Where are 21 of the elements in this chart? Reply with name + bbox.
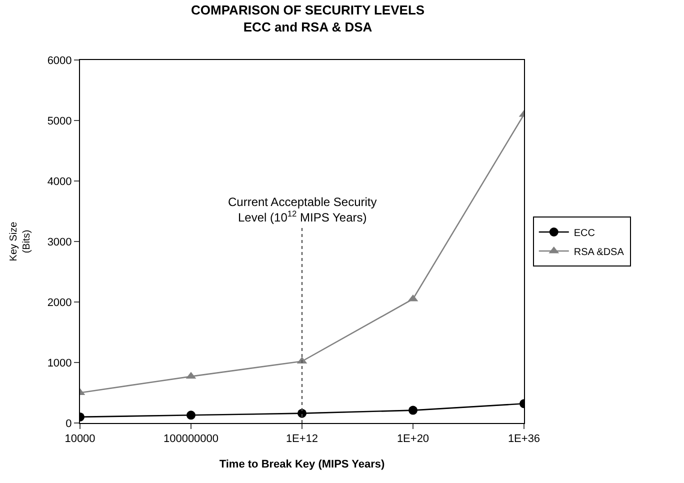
legend-label: RSA &DSA: [574, 246, 624, 258]
point: [298, 408, 306, 418]
point: [408, 406, 418, 415]
y-tick-label: 5000: [47, 115, 72, 128]
x-axis-title: Time to Break Key (MIPS Years): [219, 458, 385, 470]
x-tick-label: 1E+20: [396, 433, 430, 446]
y-tick-label: 2000: [47, 296, 72, 309]
y-tick-label: 0: [66, 418, 72, 430]
y-tick-label: 4000: [47, 176, 72, 188]
x-tick-label: 1E+12: [286, 433, 318, 446]
y-tick-label: 1000: [47, 357, 72, 370]
x-tick-label: 10000: [64, 433, 96, 446]
y-tick-label: 3000: [47, 236, 72, 248]
y-axis-title: Key Size (Bits): [8, 221, 32, 262]
x-tick-label: 1E+36: [508, 433, 540, 446]
ref-line-label: Current Acceptable Security Level (10$^{12}$ MIPS Years): [228, 195, 377, 225]
legend-label: ECC: [574, 228, 596, 239]
point: [186, 410, 196, 420]
y-tick-label: 6000: [47, 54, 72, 67]
chart-title: COMPARISON OF SECURITY LEVELS ECC and RSA & DSA: [191, 2, 425, 34]
x-tick-label: 100000000: [163, 433, 219, 446]
